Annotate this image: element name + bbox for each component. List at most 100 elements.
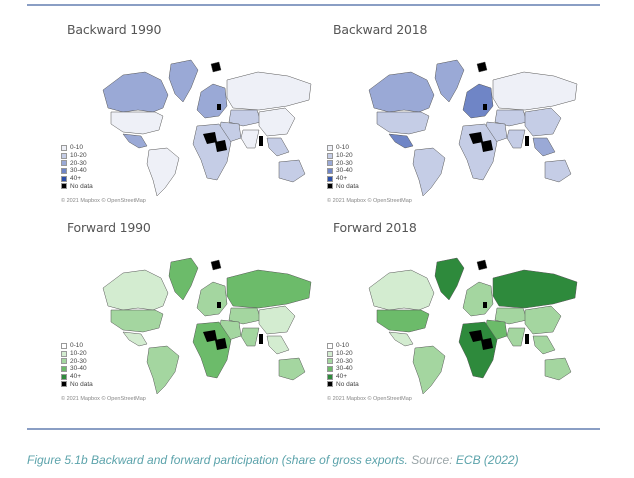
panel-title: Backward 2018 <box>333 22 428 37</box>
bottom-divider <box>27 428 600 430</box>
region-china <box>258 107 296 137</box>
world-map <box>102 257 312 395</box>
panel-forward-2018: Forward 2018 0-10 10-20 20-30 30-40 40+ No da… <box>325 220 593 416</box>
legend-label: 10-20 <box>336 152 353 160</box>
region-india <box>506 129 526 149</box>
legend-swatch <box>327 167 333 174</box>
region-no-data <box>203 132 217 144</box>
region-no-data <box>259 136 263 146</box>
region-africa <box>458 321 498 379</box>
region-central-asia <box>228 109 262 127</box>
region-no-data <box>525 334 529 344</box>
legend-item: 40+ <box>61 175 93 183</box>
region-no-data <box>481 338 493 350</box>
region-china <box>524 107 562 137</box>
region-russia <box>492 269 578 309</box>
legend-swatch <box>61 373 67 380</box>
panel-backward-1990: Backward 1990 0-10 10-20 20-30 30-40 40+ No d… <box>59 22 327 218</box>
legend-swatch <box>327 152 333 159</box>
panel-title: Backward 1990 <box>67 22 162 37</box>
caption-source: ECB (2022) <box>452 453 519 467</box>
region-europe <box>196 281 228 317</box>
legend-item: 20-30 <box>61 357 93 365</box>
legend-swatch <box>61 381 67 388</box>
legend-swatch <box>327 365 333 372</box>
legend-swatch <box>61 365 67 372</box>
legend-swatch <box>61 152 67 159</box>
region-greenland <box>168 257 199 301</box>
legend-swatch <box>61 350 67 357</box>
legend-swatch <box>327 342 333 349</box>
legend-item: 10-20 <box>61 350 93 358</box>
region-south-america <box>146 345 180 395</box>
map-attribution: © 2021 Mapbox © OpenStreetMap <box>61 396 146 402</box>
region-southeast-asia <box>266 137 290 157</box>
region-north-america-canada <box>368 269 435 311</box>
region-southeast-asia <box>266 335 290 355</box>
region-australia <box>278 159 306 183</box>
region-svalbard <box>476 61 488 73</box>
legend-item: 10-20 <box>327 152 359 160</box>
legend-swatch <box>327 350 333 357</box>
region-africa <box>458 123 498 181</box>
legend-label: No data <box>336 182 359 190</box>
region-africa <box>192 321 232 379</box>
legend-label: 40+ <box>70 373 82 381</box>
caption-main: Figure 5.1b Backward and forward partici… <box>27 453 408 467</box>
legend-item: 0-10 <box>327 342 359 350</box>
region-europe <box>196 83 228 119</box>
map-attribution: © 2021 Mapbox © OpenStreetMap <box>61 198 146 204</box>
region-southeast-asia <box>532 137 556 157</box>
region-greenland <box>434 257 465 301</box>
legend-label: 20-30 <box>70 159 87 167</box>
caption-source-label: Source: <box>407 453 453 467</box>
region-no-data <box>217 104 221 110</box>
legend-item: No data <box>327 380 359 388</box>
region-mexico <box>388 331 414 347</box>
legend-item: 0-10 <box>61 342 93 350</box>
region-no-data <box>469 132 483 144</box>
legend-label: 0-10 <box>336 144 350 152</box>
panel-title: Forward 2018 <box>333 220 417 235</box>
map-attribution: © 2021 Mapbox © OpenStreetMap <box>327 198 412 204</box>
legend-item: 20-30 <box>327 357 359 365</box>
region-mexico <box>122 133 148 149</box>
legend-swatch <box>327 144 333 151</box>
legend-swatch <box>327 373 333 380</box>
region-south-america <box>412 345 446 395</box>
legend-label: No data <box>70 182 93 190</box>
region-svalbard <box>476 259 488 271</box>
world-map <box>102 59 312 197</box>
legend-item: 40+ <box>61 373 93 381</box>
world-map <box>368 257 578 395</box>
legend-swatch <box>327 381 333 388</box>
region-svalbard <box>210 259 222 271</box>
panel-title: Forward 1990 <box>67 220 151 235</box>
region-greenland <box>434 59 465 103</box>
legend-item: 40+ <box>327 373 359 381</box>
map-legend: 0-10 10-20 20-30 30-40 40+ No data <box>61 342 93 388</box>
legend-swatch <box>327 160 333 167</box>
map-legend: 0-10 10-20 20-30 30-40 40+ No data <box>327 144 359 190</box>
region-no-data <box>525 136 529 146</box>
legend-label: 0-10 <box>336 342 350 350</box>
legend-swatch <box>327 175 333 182</box>
legend-label: 40+ <box>336 175 348 183</box>
legend-item: 40+ <box>327 175 359 183</box>
panel-backward-2018: Backward 2018 0-10 10-20 20-30 30-40 40+ No d… <box>325 22 593 218</box>
legend-item: No data <box>61 182 93 190</box>
legend-label: 20-30 <box>336 357 353 365</box>
legend-label: 40+ <box>70 175 82 183</box>
legend-item: No data <box>61 380 93 388</box>
legend-label: 20-30 <box>336 159 353 167</box>
legend-label: 20-30 <box>70 357 87 365</box>
region-russia <box>226 269 312 309</box>
region-no-data <box>483 104 487 110</box>
region-no-data <box>469 330 483 342</box>
legend-item: 0-10 <box>327 144 359 152</box>
legend-swatch <box>327 358 333 365</box>
legend-item: 0-10 <box>61 144 93 152</box>
region-usa <box>376 309 430 333</box>
region-central-asia <box>494 109 528 127</box>
map-attribution: © 2021 Mapbox © OpenStreetMap <box>327 396 412 402</box>
